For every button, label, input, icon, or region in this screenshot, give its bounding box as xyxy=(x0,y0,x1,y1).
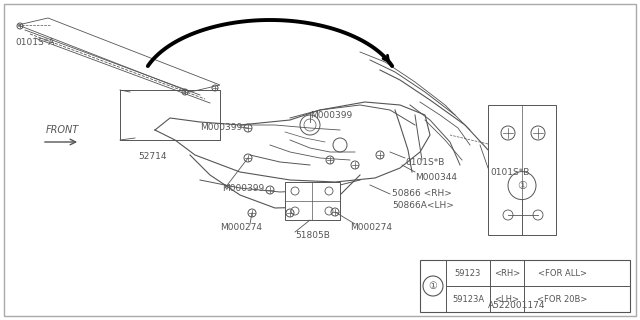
Text: <FOR ALL>: <FOR ALL> xyxy=(538,268,586,277)
Text: FRONT: FRONT xyxy=(45,125,79,135)
Text: M000274: M000274 xyxy=(220,223,262,233)
Text: <LH>: <LH> xyxy=(495,294,520,303)
Text: ①: ① xyxy=(429,281,437,291)
Text: M000274: M000274 xyxy=(350,222,392,231)
Bar xyxy=(285,182,340,220)
Circle shape xyxy=(423,276,443,296)
Text: 50866 <RH>: 50866 <RH> xyxy=(392,189,452,198)
Text: 50866A<LH>: 50866A<LH> xyxy=(392,201,454,210)
Text: 52714: 52714 xyxy=(139,152,167,161)
Polygon shape xyxy=(18,18,220,92)
Bar xyxy=(488,105,556,235)
Text: <RH>: <RH> xyxy=(494,268,520,277)
Text: M000399: M000399 xyxy=(310,110,352,119)
Text: M000399: M000399 xyxy=(200,123,242,132)
Text: M000399: M000399 xyxy=(222,183,264,193)
Text: 0101S*B: 0101S*B xyxy=(405,157,444,166)
Bar xyxy=(420,260,630,312)
Text: A522001174: A522001174 xyxy=(488,301,545,310)
Text: 0101S*B: 0101S*B xyxy=(490,167,529,177)
Text: ①: ① xyxy=(517,180,527,191)
Text: 51805B: 51805B xyxy=(295,231,330,241)
Text: <FOR 20B>: <FOR 20B> xyxy=(537,294,587,303)
Text: 59123: 59123 xyxy=(455,268,481,277)
Text: M000344: M000344 xyxy=(415,172,457,181)
Text: 0101S*A: 0101S*A xyxy=(15,37,54,46)
Text: 59123A: 59123A xyxy=(452,294,484,303)
